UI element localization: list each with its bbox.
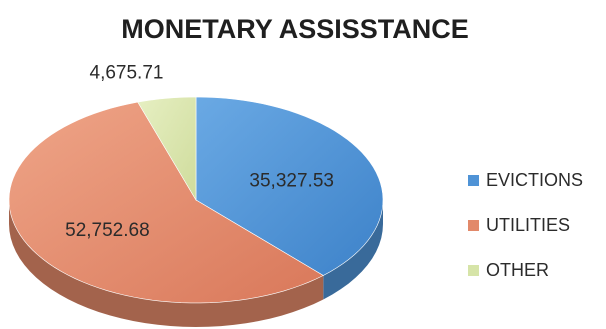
legend: EVICTIONS UTILITIES OTHER xyxy=(468,170,583,280)
legend-label-utilities: UTILITIES xyxy=(486,215,570,235)
legend-label-evictions: EVICTIONS xyxy=(486,170,583,190)
data-label-evictions: 35,327.53 xyxy=(249,170,334,191)
legend-swatch-other xyxy=(468,265,479,276)
legend-label-other: OTHER xyxy=(486,260,549,280)
pie-slice-other xyxy=(137,96,197,202)
legend-swatch-utilities xyxy=(468,220,479,231)
data-label-other: 4,675.71 xyxy=(90,62,164,83)
pie-side-utilities xyxy=(9,200,324,327)
legend-swatch-evictions xyxy=(468,175,479,186)
pie-slice-evictions xyxy=(195,96,384,276)
chart-title: MONETARY ASSISSTANCE xyxy=(121,14,469,44)
data-label-utilities: 52,752.68 xyxy=(65,220,150,241)
pie-side-evictions xyxy=(323,200,383,300)
pie-data-labels: 35,327.53 52,752.68 4,675.71 xyxy=(65,62,334,241)
pie-side-walls xyxy=(9,200,383,327)
pie-slice-utilities xyxy=(8,101,324,304)
pie-top-faces xyxy=(8,96,384,304)
